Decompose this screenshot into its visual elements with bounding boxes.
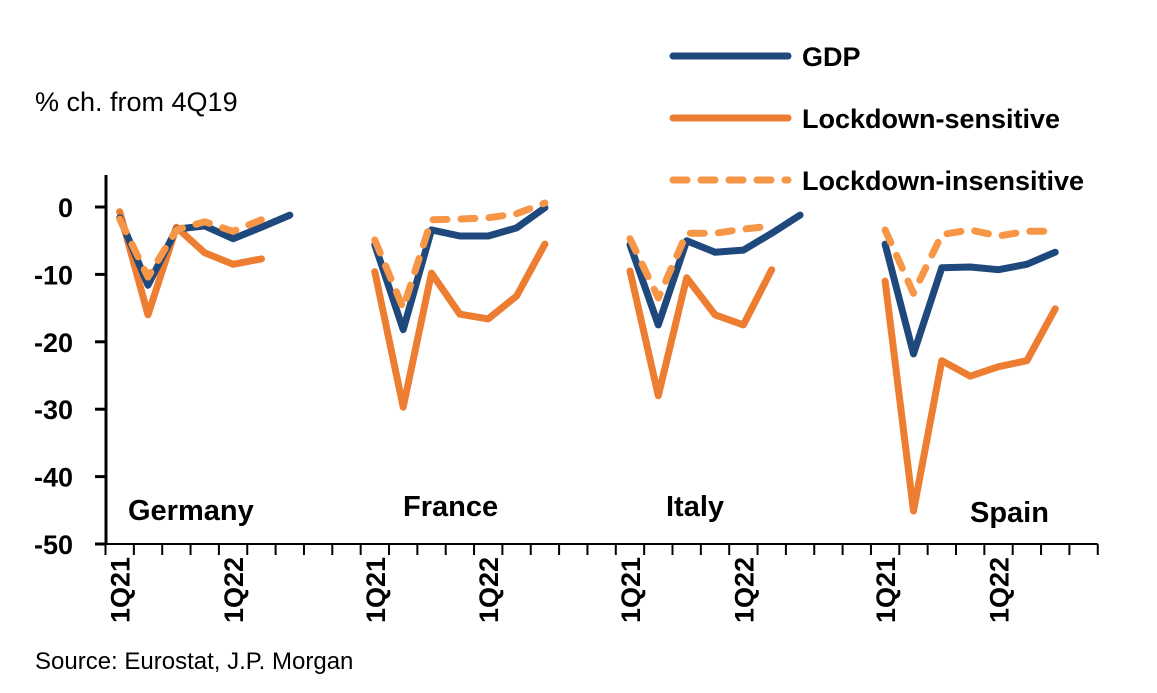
y-tick-label: -10 — [34, 260, 73, 290]
country-labels: Germany France Italy Spain — [128, 491, 1049, 529]
y-tick-label: 0 — [58, 193, 73, 223]
series-line-lockdown-sensitive — [626, 266, 776, 400]
legend-label: GDP — [802, 42, 861, 72]
panel-spain — [881, 226, 1059, 515]
series-line-lockdown-insensitive — [626, 222, 776, 302]
series-line-lockdown-insensitive — [371, 199, 549, 312]
panel-germany — [116, 208, 294, 319]
x-tick-label: 1Q22 — [474, 557, 504, 623]
series-line-lockdown-insensitive — [116, 215, 265, 281]
x-tick-label: 1Q21 — [106, 557, 136, 623]
series-line-gdp — [626, 211, 804, 329]
legend-label: Lockdown-insensitive — [802, 166, 1084, 196]
series-line-lockdown-sensitive — [371, 240, 549, 411]
panel-italy — [626, 211, 804, 400]
panel-france — [371, 199, 549, 411]
country-label-spain: Spain — [970, 497, 1049, 529]
series-line-gdp — [881, 240, 1059, 358]
series-group — [116, 199, 1059, 515]
series-line-gdp — [116, 211, 294, 289]
y-axis: 0 -10 -20 -30 -40 -50 — [34, 175, 108, 560]
country-label-italy: Italy — [666, 491, 724, 523]
legend-label: Lockdown-sensitive — [802, 104, 1060, 134]
y-axis-unit-label: % ch. from 4Q19 — [35, 87, 238, 117]
source-note: Source: Eurostat, J.P. Morgan — [35, 648, 353, 675]
y-tick-label: -40 — [34, 463, 73, 493]
x-tick-label: 1Q22 — [729, 557, 759, 623]
y-tick-label: -30 — [34, 395, 73, 425]
series-line-lockdown-sensitive — [116, 208, 265, 319]
series-line-gdp — [371, 204, 549, 334]
series-line-lockdown-insensitive — [881, 226, 1059, 297]
y-tick-label: -50 — [34, 530, 73, 560]
country-label-france: France — [403, 491, 498, 523]
y-tick-label: -20 — [34, 328, 73, 358]
legend: GDP Lockdown-sensitive Lockdown-insensitiv… — [669, 42, 1084, 196]
x-tick-label: 1Q21 — [871, 557, 901, 623]
series-line-lockdown-sensitive — [881, 277, 1059, 515]
x-axis: 1Q21 1Q22 1Q21 1Q22 1Q21 1Q22 1Q21 1Q22 — [95, 543, 1099, 623]
x-tick-label: 1Q22 — [985, 557, 1015, 623]
x-tick-label: 1Q22 — [219, 557, 249, 623]
country-label-germany: Germany — [128, 495, 254, 527]
x-tick-label: 1Q21 — [616, 557, 646, 623]
x-tick-label: 1Q21 — [361, 557, 391, 623]
